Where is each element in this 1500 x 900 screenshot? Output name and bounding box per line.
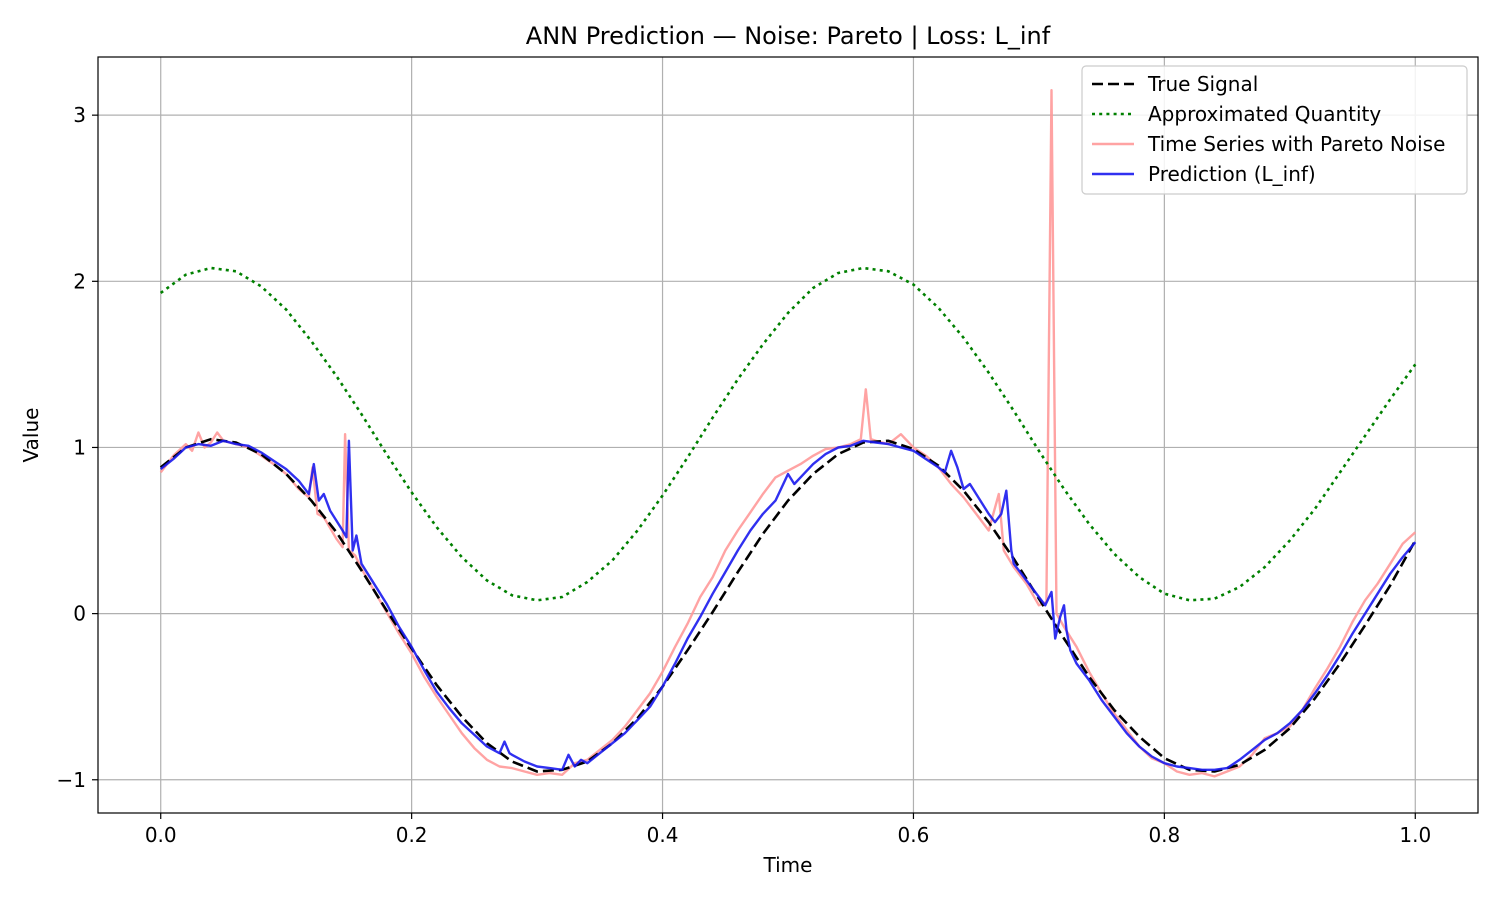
y-tick-label: −1 [57, 768, 86, 792]
series-layer [159, 88, 1417, 778]
y-tick-label: 2 [73, 269, 86, 293]
x-axis-label: Time [763, 853, 813, 877]
x-tick-label: 0.4 [647, 823, 679, 847]
series-approximated-quantity [159, 266, 1417, 602]
x-tick-label: 0.6 [898, 823, 930, 847]
legend-label-noisy-series: Time Series with Pareto Noise [1147, 132, 1445, 156]
legend-label-approximated-quantity: Approximated Quantity [1148, 102, 1381, 126]
x-tick-label: 1.0 [1399, 823, 1431, 847]
legend-label-prediction: Prediction (L_inf) [1148, 162, 1316, 186]
axis-ticks: 0.0 0.2 0.4 0.6 0.8 1.0 −1 0 1 2 3 [57, 103, 1432, 847]
x-tick-label: 0.0 [145, 823, 177, 847]
legend-box [1081, 65, 1468, 195]
y-tick-label: 1 [73, 435, 86, 459]
x-tick-label: 0.8 [1148, 823, 1180, 847]
plot-frame [97, 56, 1479, 814]
y-tick-label: 3 [73, 103, 86, 127]
series-prediction [159, 439, 1417, 771]
x-tick-label: 0.2 [396, 823, 428, 847]
legend-label-true-signal: True Signal [1147, 72, 1258, 96]
y-axis-label: Value [19, 408, 43, 463]
y-tick-label: 0 [73, 602, 86, 626]
chart-title: ANN Prediction — Noise: Pareto | Loss: L… [526, 22, 1051, 50]
legend: True Signal Approximated Quantity Time S… [1081, 65, 1468, 195]
series-noisy-time-series [159, 88, 1417, 778]
